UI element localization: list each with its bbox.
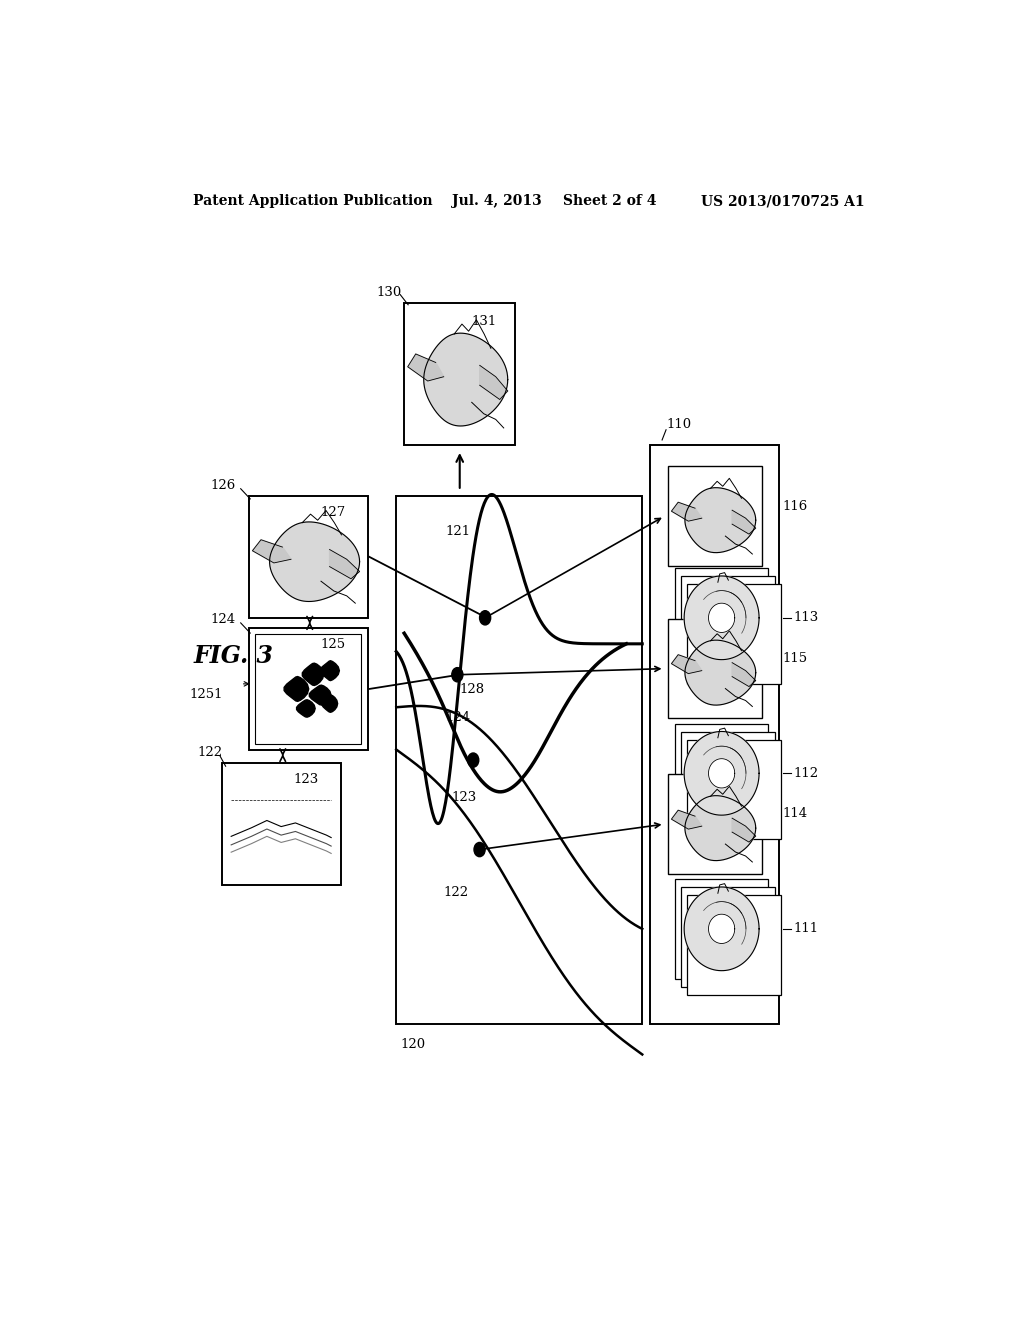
Text: 121: 121 [445,525,471,539]
Text: FIG. 3: FIG. 3 [194,644,273,668]
Polygon shape [685,796,756,861]
Polygon shape [732,663,756,686]
Polygon shape [284,677,308,701]
Text: 125: 125 [321,638,345,651]
Text: 130: 130 [377,286,401,300]
Bar [681,731,775,832]
Bar [687,895,781,995]
Polygon shape [309,685,331,705]
Text: 115: 115 [782,652,808,665]
Circle shape [468,752,479,767]
Bar [249,628,368,750]
Bar [687,585,781,684]
Polygon shape [321,661,339,681]
Polygon shape [672,810,701,829]
Polygon shape [732,511,756,535]
Polygon shape [302,663,324,685]
Text: 127: 127 [321,506,345,519]
Text: 113: 113 [793,611,818,624]
Bar [675,879,768,978]
Text: 1251: 1251 [189,688,222,701]
Text: Sheet 2 of 4: Sheet 2 of 4 [563,194,656,209]
Polygon shape [684,731,759,816]
Text: 128: 128 [460,684,484,697]
Bar [669,466,762,566]
Text: 122: 122 [198,747,223,759]
Polygon shape [253,540,291,562]
Polygon shape [709,759,735,788]
Bar [675,568,768,668]
Polygon shape [330,549,359,578]
Text: Jul. 4, 2013: Jul. 4, 2013 [452,194,542,209]
Bar [687,739,781,840]
Text: 110: 110 [666,418,691,432]
Text: Patent Application Publication: Patent Application Publication [194,194,433,209]
Text: US 2013/0170725 A1: US 2013/0170725 A1 [701,194,864,209]
Polygon shape [424,333,508,426]
Text: 124: 124 [211,614,236,627]
Text: 126: 126 [211,479,236,492]
Polygon shape [479,366,508,400]
Text: 112: 112 [793,767,818,780]
Text: 124: 124 [445,711,471,725]
Polygon shape [684,887,759,970]
Text: 111: 111 [793,923,818,936]
Bar [249,496,368,618]
Text: 114: 114 [782,808,808,821]
Bar [255,634,361,744]
Polygon shape [297,700,315,717]
Bar [396,496,642,1024]
Polygon shape [685,487,756,553]
Polygon shape [732,818,756,842]
Polygon shape [685,640,756,705]
Circle shape [479,611,490,624]
Bar [221,763,341,886]
Text: 123: 123 [293,774,318,785]
Bar [681,576,775,676]
Polygon shape [709,603,735,632]
Polygon shape [672,502,701,521]
Text: 116: 116 [782,499,808,512]
Bar [650,445,778,1024]
Polygon shape [269,521,359,602]
Text: 122: 122 [443,886,469,899]
Circle shape [474,842,485,857]
Circle shape [452,668,463,682]
Text: 131: 131 [472,314,497,327]
Bar [675,723,768,824]
Polygon shape [672,655,701,673]
Polygon shape [322,694,338,713]
Polygon shape [684,576,759,660]
Bar [669,619,762,718]
Bar [404,302,515,445]
Polygon shape [709,915,735,944]
Text: 123: 123 [452,791,477,804]
Text: 120: 120 [400,1039,425,1051]
Bar [669,775,762,874]
Polygon shape [408,354,443,381]
Bar [681,887,775,987]
